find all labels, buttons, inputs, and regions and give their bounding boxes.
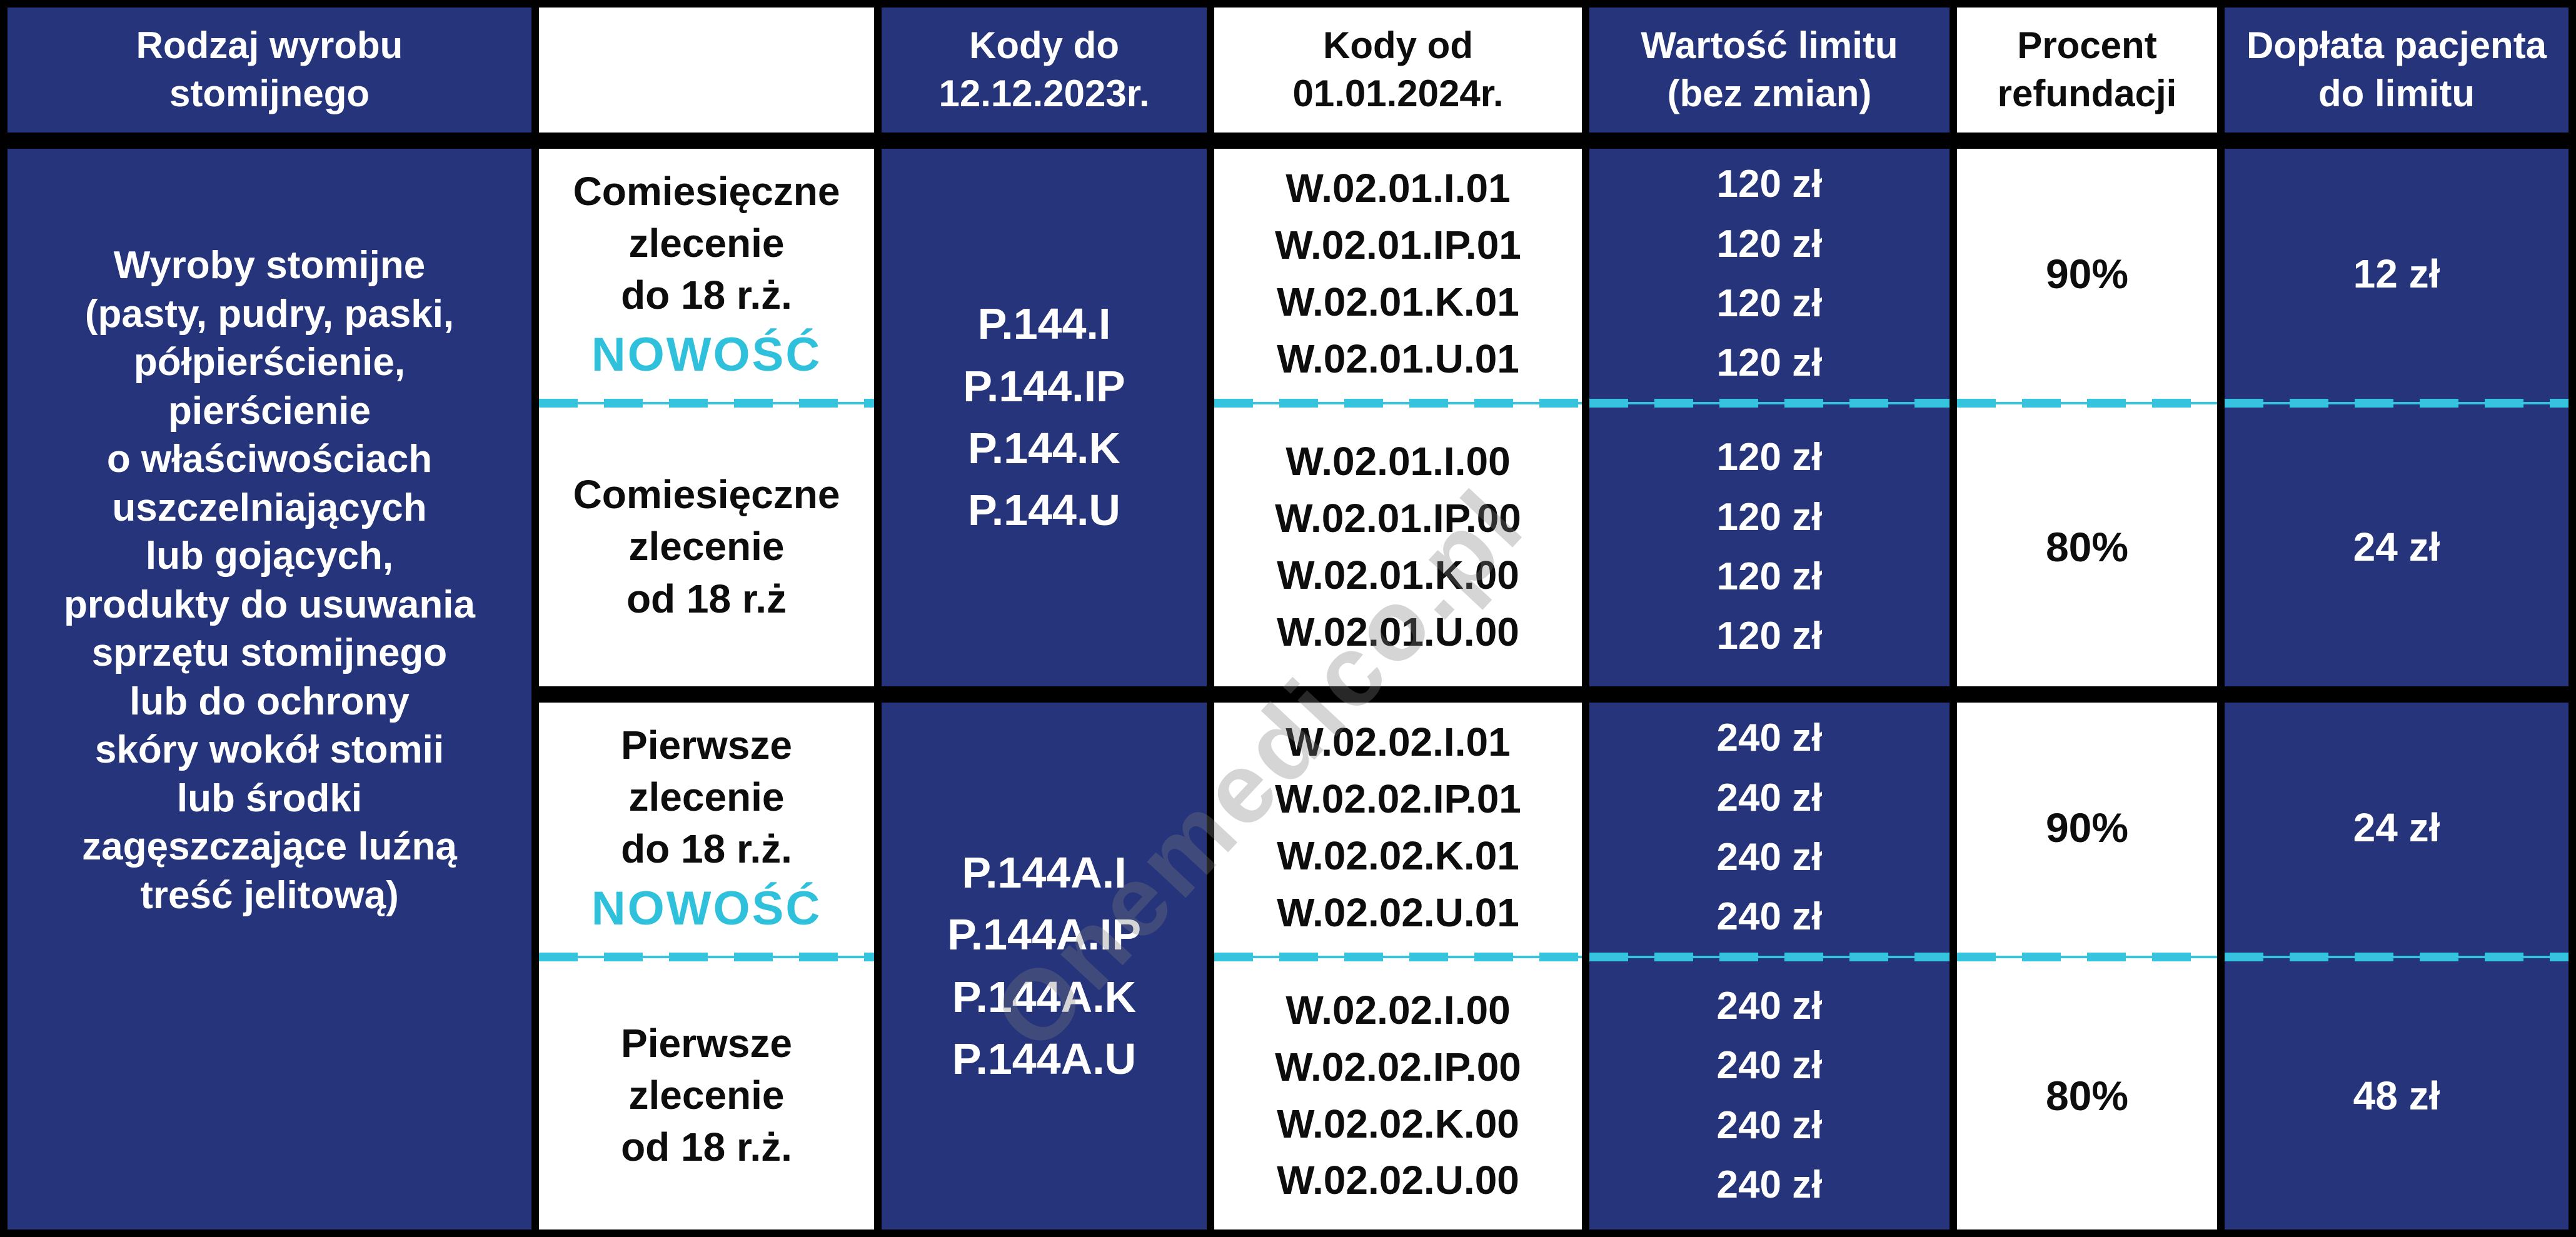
header-order-type-empty	[539, 8, 874, 133]
dashed-separator	[1957, 399, 2217, 408]
header-product-type: Rodzaj wyrobu stomijnego	[8, 8, 531, 133]
codes-old-first-section: P.144A.I P.144A.IP P.144A.K P.144A.U	[882, 703, 1207, 1229]
limit-cell: 240 zł 240 zł 240 zł 240 zł	[1716, 716, 1823, 939]
divider-horizontal	[2225, 133, 2568, 149]
new-badge: NOWOŚĆ	[591, 328, 822, 382]
codes-new-cell: W.02.02.I.01 W.02.02.IP.01 W.02.02.K.01 …	[1275, 719, 1521, 935]
order-type-label: Pierwsze zlecenie od 18 r.ż.	[621, 1020, 792, 1170]
codes-new-cell: W.02.01.I.00 W.02.01.IP.00 W.02.01.K.00 …	[1275, 439, 1521, 654]
column-order-type: Comiesięczne zlecenie do 18 r.ż. NOWOŚĆ …	[539, 8, 874, 1229]
percent-monthly-section: 90% 80%	[1957, 149, 2217, 686]
divider-horizontal	[1214, 686, 1582, 703]
column-codes-new: Kody od 01.01.2024r. W.02.01.I.01 W.02.0…	[1214, 8, 1582, 1229]
codes-new-cell: W.02.02.I.00 W.02.02.IP.00 W.02.02.K.00 …	[1275, 987, 1521, 1203]
dashed-separator	[539, 953, 874, 961]
divider-horizontal	[539, 133, 874, 149]
header-codes-new: Kody od 01.01.2024r.	[1214, 8, 1582, 133]
divider-horizontal	[8, 133, 531, 149]
header-patient-copay: Dopłata pacjenta do limitu	[2225, 8, 2568, 133]
limit-cell: 240 zł 240 zł 240 zł 240 zł	[1716, 984, 1823, 1206]
order-type-label: Pierwsze zlecenie do 18 r.ż.	[621, 722, 792, 871]
percent-first-section: 90% 80%	[1957, 703, 2217, 1229]
product-type-cell: Wyroby stomijne (pasty, pudry, paski, pó…	[8, 149, 531, 1229]
copay-cell: 24 zł	[2353, 524, 2440, 569]
copay-first-section: 24 zł 48 zł	[2225, 703, 2568, 1229]
codes-old-cell: P.144A.I P.144A.IP P.144A.K P.144A.U	[947, 848, 1142, 1083]
codes-new-cell: W.02.01.I.01 W.02.01.IP.01 W.02.01.K.01 …	[1275, 166, 1521, 381]
limit-monthly-section: 120 zł 120 zł 120 zł 120 zł 120 zł 120 z…	[1589, 149, 1950, 686]
order-cell: Comiesięczne zlecenie do 18 r.ż. NOWOŚĆ	[539, 149, 874, 399]
dashed-separator	[539, 399, 874, 408]
order-type-monthly-section: Comiesięczne zlecenie do 18 r.ż. NOWOŚĆ …	[539, 149, 874, 686]
percent-cell: 80%	[2045, 524, 2129, 570]
percent-cell: 90%	[2045, 804, 2129, 851]
copay-cell: 24 zł	[2353, 805, 2440, 850]
divider-horizontal	[1957, 686, 2217, 703]
dashed-separator	[1957, 953, 2217, 961]
percent-cell: 90%	[2045, 251, 2129, 297]
codes-old-cell: P.144.I P.144.IP P.144.K P.144.U	[963, 299, 1125, 535]
codes-new-first-section: W.02.02.I.01 W.02.02.IP.01 W.02.02.K.01 …	[1214, 703, 1582, 1229]
new-badge: NOWOŚĆ	[591, 882, 822, 936]
codes-old-monthly-section: P.144.I P.144.IP P.144.K P.144.U	[882, 149, 1207, 686]
divider-horizontal	[1589, 133, 1950, 149]
dashed-separator	[1589, 953, 1950, 961]
divider-horizontal	[1957, 133, 2217, 149]
header-limit-value: Wartość limitu (bez zmian)	[1589, 8, 1950, 133]
order-cell: Pierwsze zlecenie od 18 r.ż.	[539, 961, 874, 1229]
order-type-first-section: Pierwsze zlecenie do 18 r.ż. NOWOŚĆ Pier…	[539, 703, 874, 1229]
copay-cell: 12 zł	[2353, 251, 2440, 296]
dashed-separator	[2225, 953, 2568, 961]
divider-horizontal	[1589, 686, 1950, 703]
divider-horizontal	[539, 686, 874, 703]
column-patient-copay: Dopłata pacjenta do limitu 12 zł 24 zł 2…	[2225, 8, 2568, 1229]
column-product-type: Rodzaj wyrobu stomijnego Wyroby stomijne…	[8, 8, 531, 1229]
column-refund-percent: Procent refundacji 90% 80% 90% 80%	[1957, 8, 2217, 1229]
copay-cell: 48 zł	[2353, 1073, 2440, 1118]
limit-first-section: 240 zł 240 zł 240 zł 240 zł 240 zł 240 z…	[1589, 703, 1950, 1229]
order-type-label: Comiesięczne zlecenie do 18 r.ż.	[573, 168, 840, 318]
divider-horizontal	[882, 133, 1207, 149]
copay-monthly-section: 12 zł 24 zł	[2225, 149, 2568, 686]
limit-cell: 120 zł 120 zł 120 zł 120 zł	[1716, 436, 1823, 658]
header-codes-old: Kody do 12.12.2023r.	[882, 8, 1207, 133]
dashed-separator	[2225, 399, 2568, 408]
dashed-separator	[1214, 953, 1582, 961]
order-type-label: Comiesięczne zlecenie od 18 r.ż	[573, 472, 840, 621]
dashed-separator	[1589, 399, 1950, 408]
divider-horizontal	[1214, 133, 1582, 149]
dashed-separator	[1214, 399, 1582, 408]
order-cell: Pierwsze zlecenie do 18 r.ż. NOWOŚĆ	[539, 703, 874, 953]
column-codes-old: Kody do 12.12.2023r. P.144.I P.144.IP P.…	[882, 8, 1207, 1229]
order-cell: Comiesięczne zlecenie od 18 r.ż	[539, 408, 874, 686]
header-refund-percent: Procent refundacji	[1957, 8, 2217, 133]
divider-horizontal	[2225, 686, 2568, 703]
percent-cell: 80%	[2045, 1072, 2129, 1119]
codes-new-monthly-section: W.02.01.I.01 W.02.01.IP.01 W.02.01.K.01 …	[1214, 149, 1582, 686]
limit-cell: 120 zł 120 zł 120 zł 120 zł	[1716, 163, 1823, 385]
column-limit-value: Wartość limitu (bez zmian) 120 zł 120 zł…	[1589, 8, 1950, 1229]
divider-horizontal	[882, 686, 1207, 703]
